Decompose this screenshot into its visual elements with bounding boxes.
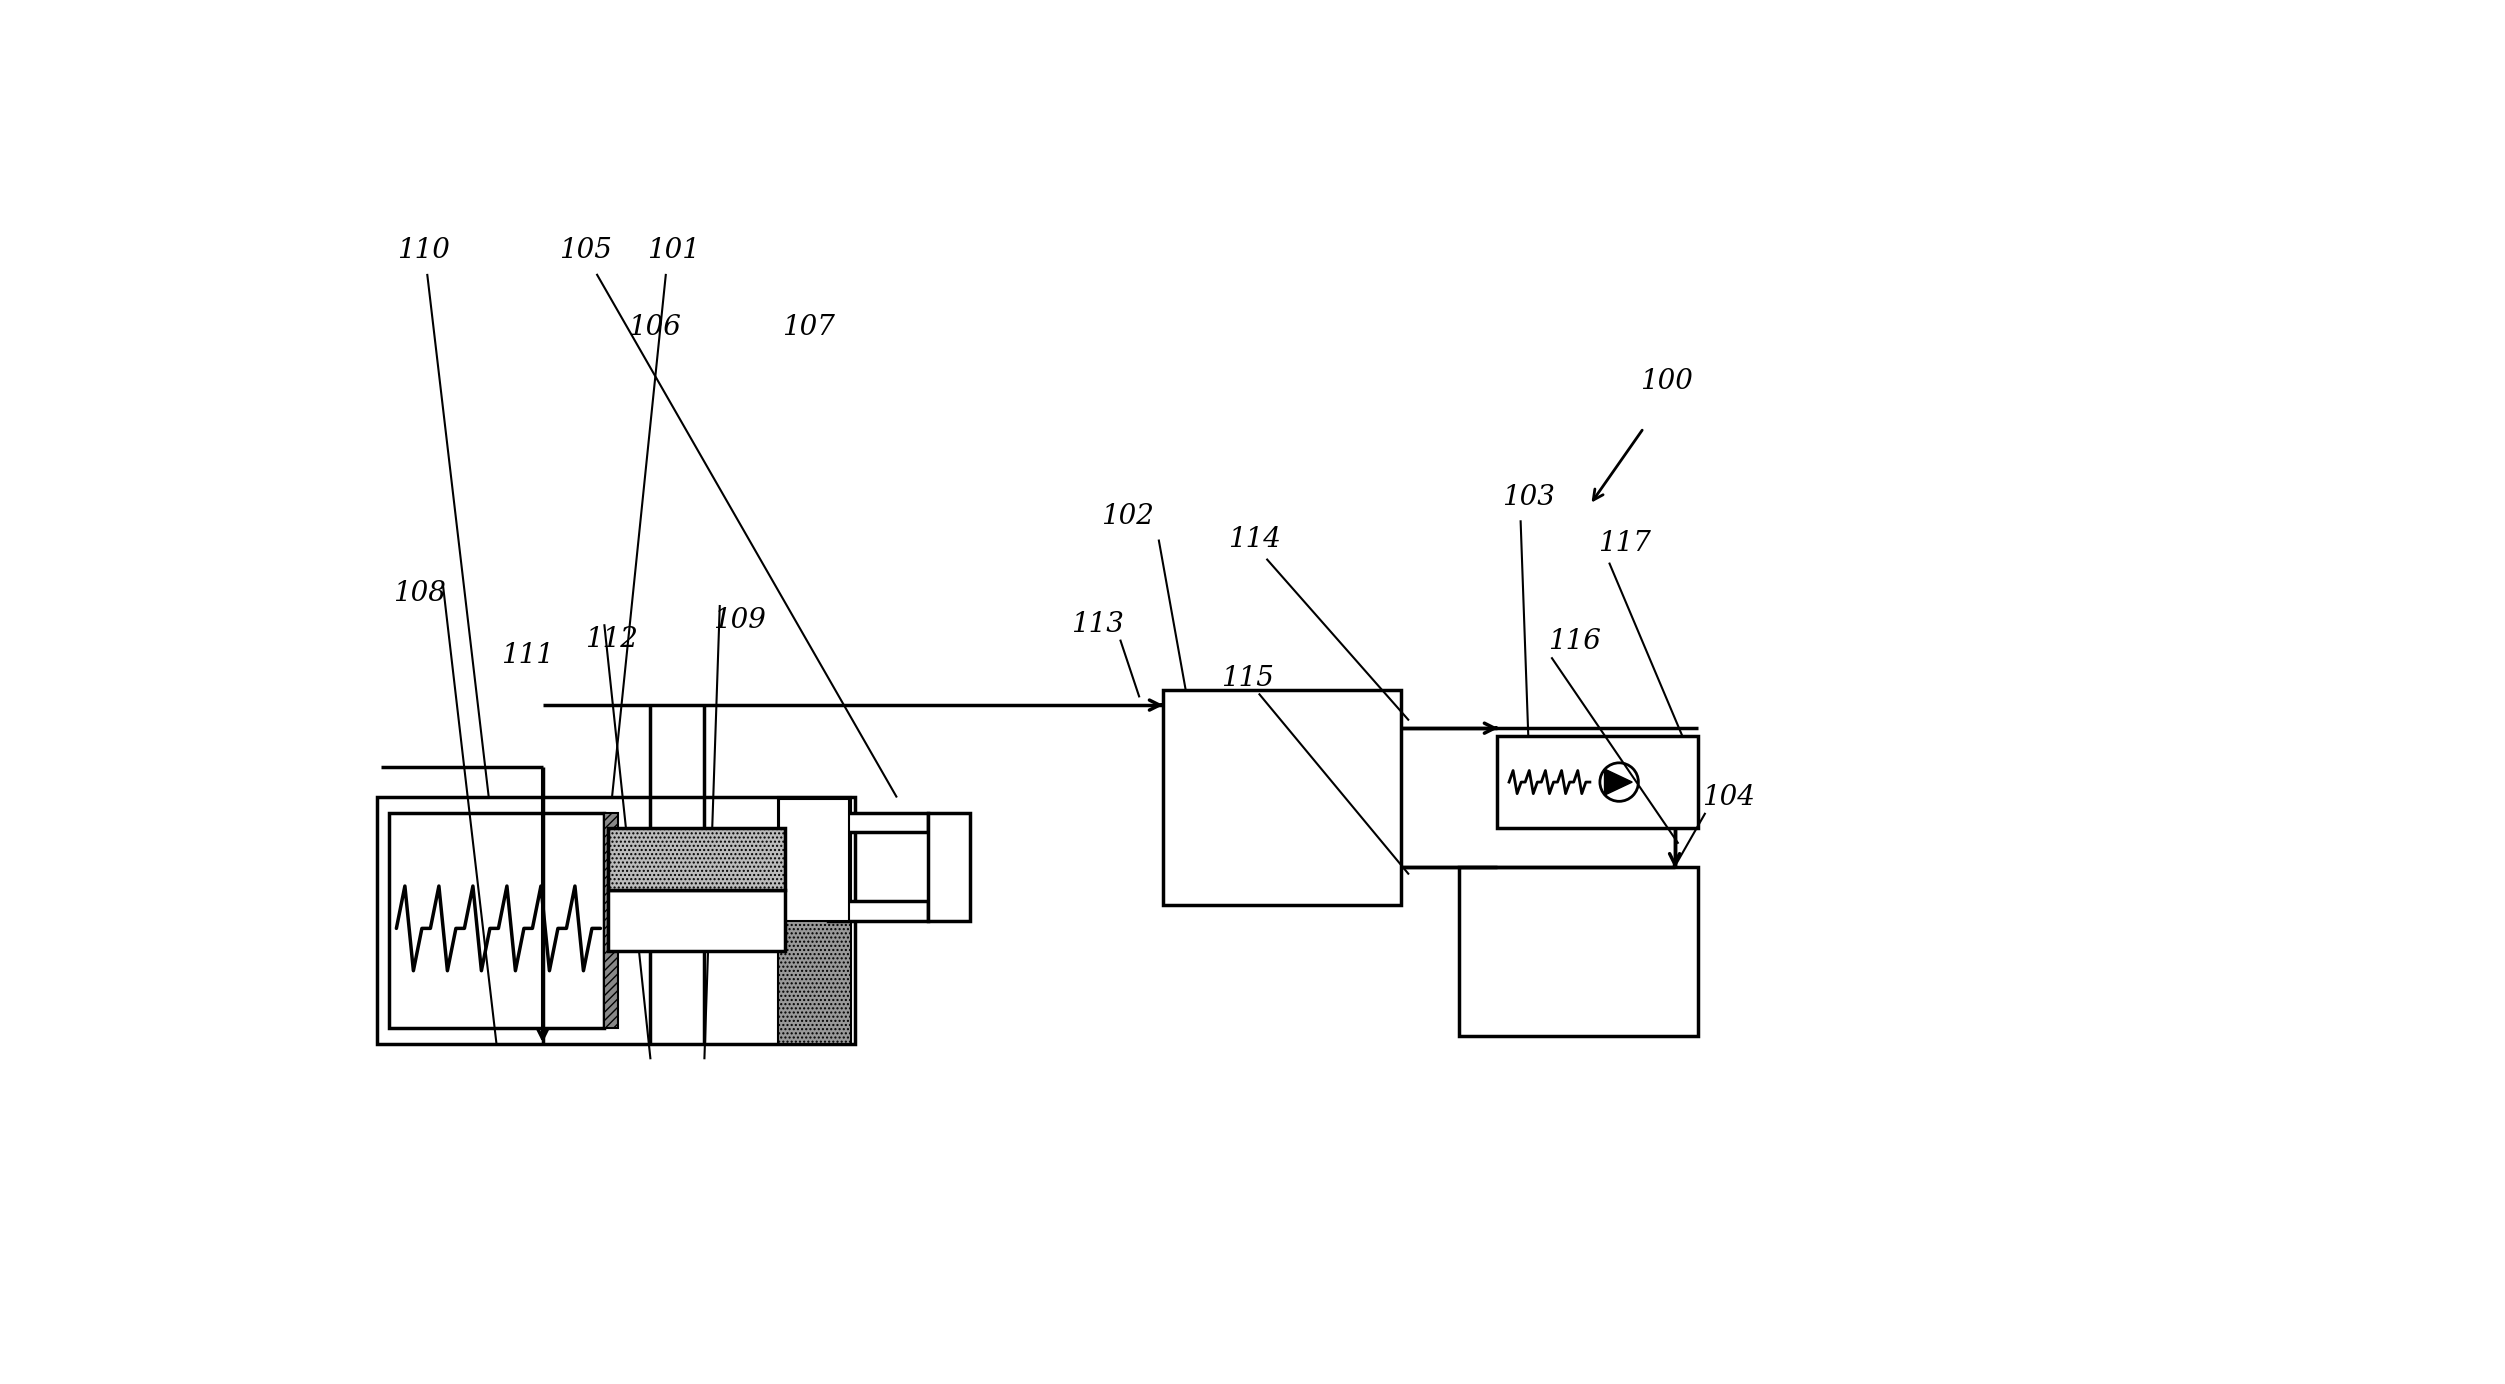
Bar (1458, 866, 1698, 1037)
Bar (827, 812, 927, 832)
Text: 107: 107 (782, 314, 834, 342)
Bar (388, 812, 604, 1028)
Text: 111: 111 (501, 642, 554, 668)
Text: 117: 117 (1598, 530, 1651, 556)
Bar (378, 797, 854, 1044)
Text: 115: 115 (1220, 664, 1273, 692)
Text: 105: 105 (559, 237, 611, 264)
Bar (604, 812, 619, 1028)
Bar (1162, 689, 1400, 905)
Polygon shape (1606, 770, 1633, 796)
Text: 112: 112 (586, 626, 639, 653)
Bar (609, 890, 784, 951)
Text: 104: 104 (1701, 783, 1756, 811)
Text: 106: 106 (629, 314, 681, 342)
Text: 116: 116 (1548, 628, 1601, 656)
Text: 110: 110 (396, 237, 451, 264)
Text: 100: 100 (1641, 368, 1693, 396)
Text: 114: 114 (1227, 526, 1283, 554)
Bar (827, 901, 927, 920)
Text: 101: 101 (646, 237, 699, 264)
Text: 108: 108 (393, 580, 446, 608)
Text: 102: 102 (1102, 502, 1155, 530)
Bar (779, 799, 849, 920)
Text: 109: 109 (711, 606, 767, 634)
Bar (1498, 736, 1698, 828)
Bar (777, 797, 852, 1044)
Bar (927, 812, 969, 920)
Bar (609, 828, 784, 890)
Text: 103: 103 (1503, 483, 1556, 511)
Text: 113: 113 (1070, 610, 1125, 638)
